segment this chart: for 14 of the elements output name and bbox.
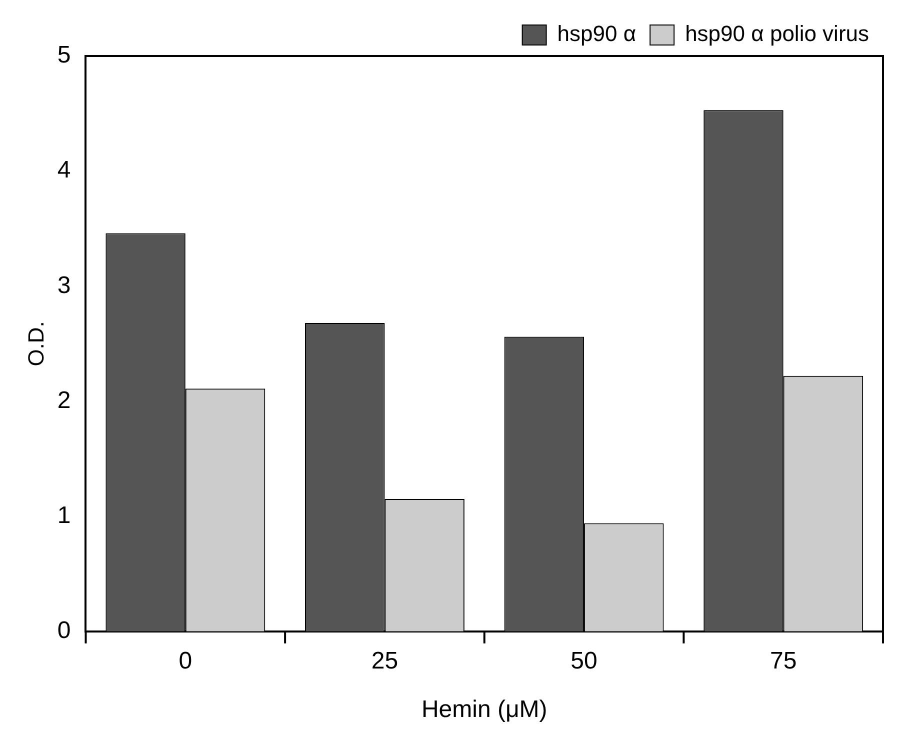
x-tick-label: 0 <box>178 647 192 674</box>
y-axis-title: O.D. <box>23 321 48 366</box>
x-tick-label: 25 <box>371 647 398 674</box>
legend-label: hsp90 α <box>557 21 636 46</box>
y-tick-label: 0 <box>57 617 71 644</box>
x-tick-label: 75 <box>770 647 797 674</box>
y-tick-label: 1 <box>57 502 71 529</box>
y-tick-label: 2 <box>57 386 71 414</box>
legend-label: hsp90 α polio virus <box>685 21 870 46</box>
y-tick-label: 4 <box>57 156 71 184</box>
y-tick-label: 5 <box>57 42 71 69</box>
x-axis-title: Hemin (μM) <box>421 696 548 724</box>
y-tick-label: 3 <box>57 272 71 299</box>
x-tick-label: 50 <box>570 647 598 674</box>
